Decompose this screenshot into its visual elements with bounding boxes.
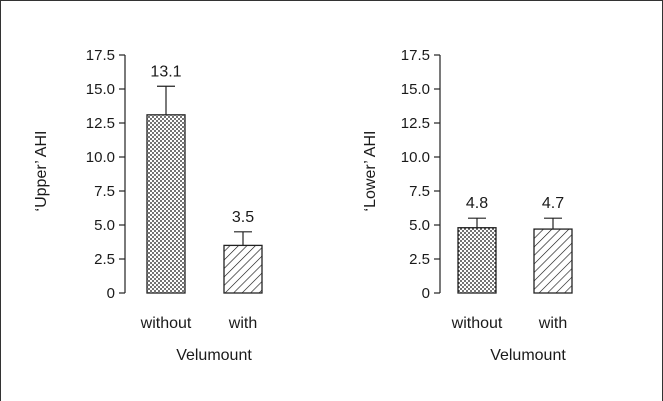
lower-ahi-x-axis-title: Velumount bbox=[490, 347, 566, 364]
upper-ahi-bar-with bbox=[223, 244, 263, 294]
lower-ahi-bar-without bbox=[457, 227, 497, 294]
upper-ahi-category-label: with bbox=[228, 315, 257, 332]
upper-ahi-y-tick-label: 5.0 bbox=[94, 217, 115, 234]
lower-ahi-category-label: without bbox=[451, 315, 503, 332]
upper-ahi-y-axis-title: ‘Upper’ AHI bbox=[33, 131, 50, 212]
lower-ahi-y-tick-label: 0 bbox=[422, 285, 430, 302]
upper-ahi-y-tick-label: 17.5 bbox=[86, 47, 115, 64]
lower-ahi-y-axis-title: ‘Lower’ AHI bbox=[362, 131, 379, 212]
upper-ahi-bar-without bbox=[146, 114, 186, 294]
upper-ahi-x-axis-title: Velumount bbox=[176, 347, 252, 364]
upper-ahi-y-tick-label: 10.0 bbox=[86, 149, 115, 166]
lower-ahi-y-tick-label: 5.0 bbox=[409, 217, 430, 234]
lower-ahi-value-label: 4.7 bbox=[542, 195, 564, 212]
upper-ahi-y-tick-label: 0 bbox=[107, 285, 115, 302]
upper-ahi-category-label: without bbox=[140, 315, 192, 332]
lower-ahi-panel: ‘Lower’ AHI Velumount 0 2.5 5.0 7.5 10.0 12.5… bbox=[362, 47, 573, 364]
upper-ahi-y-tick-label: 12.5 bbox=[86, 115, 115, 132]
upper-ahi-value-label: 3.5 bbox=[232, 209, 254, 226]
lower-ahi-y-tick-label: 15.0 bbox=[401, 81, 430, 98]
upper-ahi-y-tick-label: 15.0 bbox=[86, 81, 115, 98]
lower-ahi-bar-with bbox=[533, 228, 573, 294]
lower-ahi-y-tick-label: 17.5 bbox=[401, 47, 430, 64]
lower-ahi-value-label: 4.8 bbox=[466, 195, 488, 212]
lower-ahi-y-tick-label: 10.0 bbox=[401, 149, 430, 166]
upper-ahi-panel: ‘Upper’ AHI Velumount 0 2.5 5.0 7.5 10.0 12.5… bbox=[33, 47, 263, 364]
lower-ahi-y-tick-label: 7.5 bbox=[409, 183, 430, 200]
upper-ahi-y-tick-label: 7.5 bbox=[94, 183, 115, 200]
lower-ahi-category-label: with bbox=[538, 315, 567, 332]
lower-ahi-y-tick-label: 12.5 bbox=[401, 115, 430, 132]
lower-ahi-y-tick-label: 2.5 bbox=[409, 251, 430, 268]
upper-ahi-value-label: 13.1 bbox=[150, 63, 181, 80]
upper-ahi-y-tick-label: 2.5 bbox=[94, 251, 115, 268]
